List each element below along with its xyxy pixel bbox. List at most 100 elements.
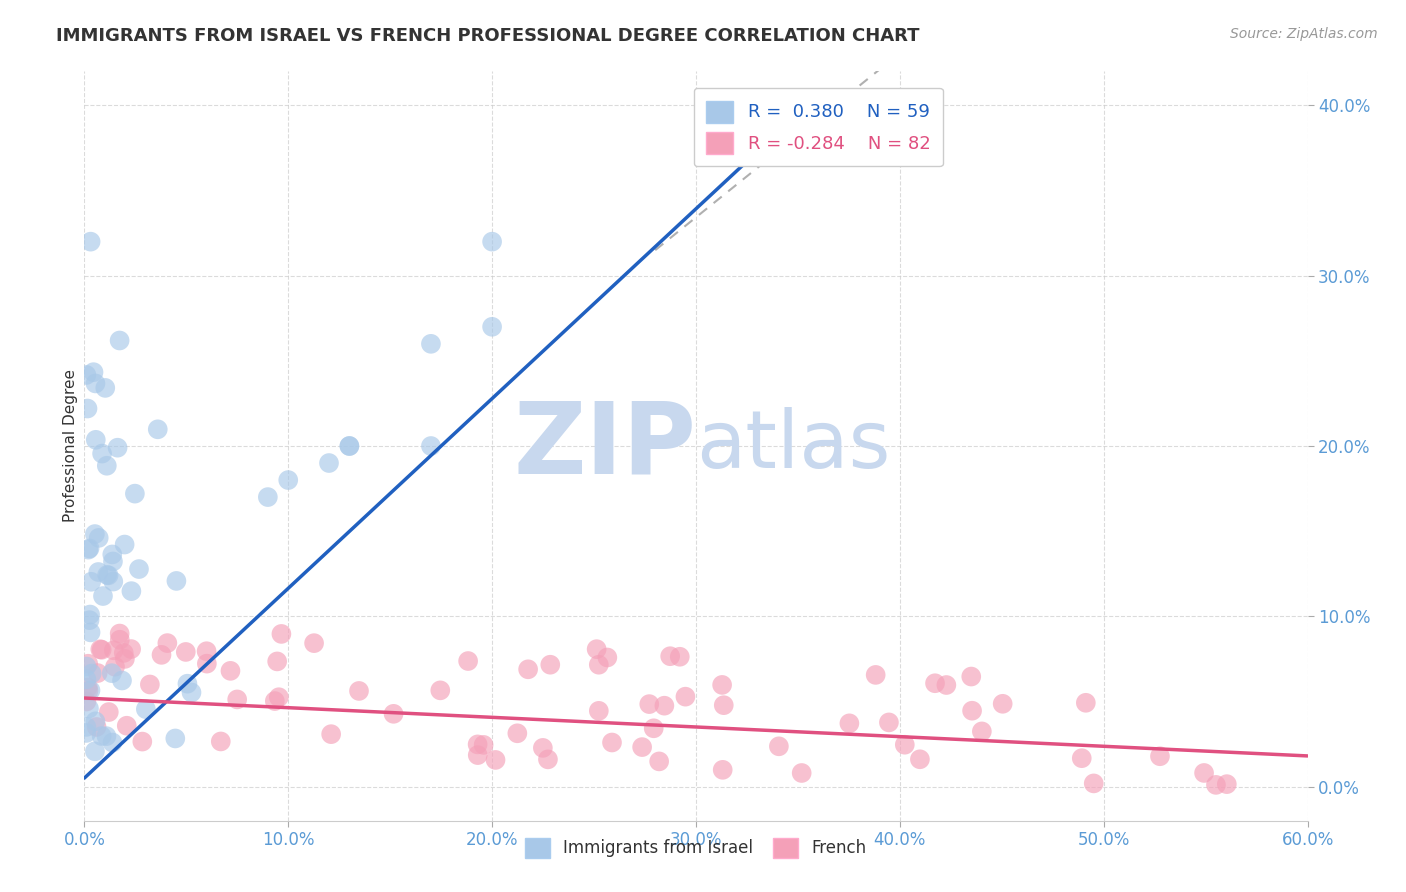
Point — [935, 678, 957, 692]
Point — [174, 645, 197, 659]
Point — [75, 659, 97, 673]
Point — [711, 763, 734, 777]
Point — [114, 652, 136, 666]
Point — [1083, 776, 1105, 790]
Point — [226, 692, 249, 706]
Point — [115, 719, 138, 733]
Point — [654, 698, 676, 713]
Point — [596, 650, 619, 665]
Legend: Immigrants from Israel, French: Immigrants from Israel, French — [519, 831, 873, 864]
Point — [382, 706, 405, 721]
Point — [991, 697, 1014, 711]
Point — [75, 694, 97, 708]
Point — [108, 626, 131, 640]
Point — [139, 677, 162, 691]
Point — [101, 735, 124, 749]
Point — [585, 642, 607, 657]
Point — [146, 422, 169, 436]
Point — [96, 568, 118, 582]
Point — [588, 657, 610, 672]
Point — [481, 235, 503, 249]
Point — [86, 720, 108, 734]
Point — [538, 657, 561, 672]
Point — [420, 336, 443, 351]
Point — [107, 441, 129, 455]
Point — [908, 752, 931, 766]
Point — [1192, 766, 1215, 780]
Point — [877, 715, 900, 730]
Point — [321, 727, 343, 741]
Point — [960, 704, 983, 718]
Point — [84, 376, 107, 391]
Point — [472, 738, 495, 752]
Point — [638, 697, 661, 711]
Point — [76, 401, 98, 416]
Point — [838, 716, 860, 731]
Point — [79, 541, 101, 556]
Point — [420, 439, 443, 453]
Point — [103, 643, 125, 657]
Text: ZIP: ZIP — [513, 398, 696, 494]
Point — [76, 681, 98, 695]
Point — [150, 648, 173, 662]
Point — [79, 683, 101, 698]
Point — [114, 537, 136, 551]
Point — [347, 684, 370, 698]
Point — [103, 574, 125, 589]
Point — [131, 734, 153, 748]
Point — [643, 721, 665, 735]
Point — [79, 613, 101, 627]
Point — [1216, 777, 1239, 791]
Point — [209, 734, 232, 748]
Point — [270, 627, 292, 641]
Point — [87, 565, 110, 579]
Point — [600, 735, 623, 749]
Point — [124, 486, 146, 500]
Point — [112, 646, 135, 660]
Point — [101, 666, 124, 681]
Point — [84, 714, 107, 729]
Point — [277, 473, 299, 487]
Point — [531, 740, 554, 755]
Point — [75, 720, 97, 734]
Point — [75, 368, 97, 382]
Point — [128, 562, 150, 576]
Point — [90, 642, 112, 657]
Point — [339, 439, 361, 453]
Point — [77, 701, 100, 715]
Point — [79, 235, 101, 249]
Point — [108, 632, 131, 647]
Point — [711, 678, 734, 692]
Point — [267, 690, 290, 705]
Point — [97, 568, 120, 582]
Text: IMMIGRANTS FROM ISRAEL VS FRENCH PROFESSIONAL DEGREE CORRELATION CHART: IMMIGRANTS FROM ISRAEL VS FRENCH PROFESS… — [56, 27, 920, 45]
Point — [165, 731, 187, 746]
Point — [90, 729, 112, 743]
Point — [257, 490, 280, 504]
Point — [180, 685, 202, 699]
Point — [195, 657, 218, 671]
Point — [120, 642, 142, 657]
Point — [75, 673, 97, 687]
Point — [506, 726, 529, 740]
Y-axis label: Professional Degree: Professional Degree — [63, 369, 77, 523]
Point — [429, 683, 451, 698]
Point — [675, 690, 697, 704]
Point — [91, 589, 114, 603]
Point — [83, 527, 105, 541]
Point — [517, 662, 540, 676]
Point — [80, 666, 103, 681]
Point — [176, 676, 198, 690]
Point — [101, 554, 124, 568]
Point — [484, 753, 506, 767]
Point — [86, 666, 108, 681]
Point — [924, 676, 946, 690]
Point — [101, 548, 124, 562]
Point — [894, 738, 917, 752]
Point — [970, 724, 993, 739]
Point — [77, 542, 100, 557]
Point — [104, 659, 127, 673]
Point — [87, 531, 110, 545]
Point — [80, 574, 103, 589]
Point — [84, 744, 107, 758]
